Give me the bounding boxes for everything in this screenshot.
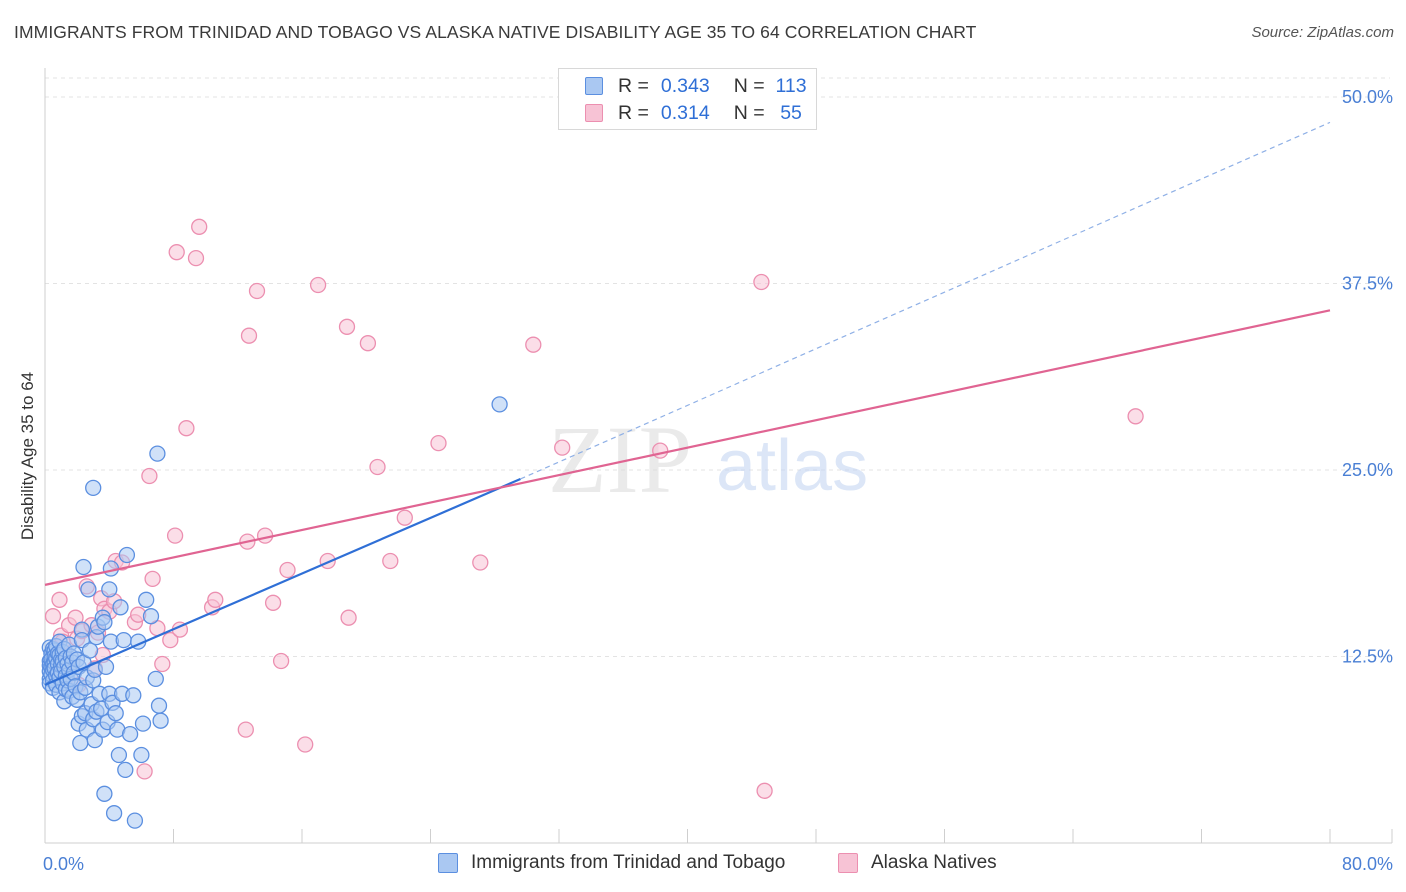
legend-r-value-trinidad: 0.343 [660, 75, 710, 97]
trend-line-alaska [44, 309, 1331, 586]
point-alaska [340, 609, 357, 626]
point-trinidad [75, 558, 92, 576]
point-trinidad [118, 546, 136, 564]
point-trinidad [134, 715, 152, 732]
point-alaska [248, 282, 266, 300]
watermark-zip: ZIP [548, 406, 692, 513]
point-alaska [554, 439, 571, 456]
point-trinidad [96, 785, 113, 802]
point-trinidad [150, 697, 168, 714]
point-alaska [166, 527, 184, 544]
point-trinidad [110, 746, 128, 764]
point-trinidad [142, 608, 160, 625]
points-layer [41, 218, 1144, 829]
x-tick-label-max: 80.0% [1342, 854, 1393, 874]
point-alaska [136, 763, 153, 780]
legend-r-label: R = [618, 75, 649, 97]
point-alaska [264, 594, 282, 611]
point-alaska [272, 652, 290, 670]
point-alaska [359, 335, 377, 352]
axes [44, 68, 1393, 844]
point-trinidad [105, 805, 123, 822]
point-alaska [256, 527, 274, 544]
legend-swatch-alaska [585, 104, 603, 122]
legend-n-label: N = [733, 102, 765, 124]
point-trinidad [107, 705, 124, 722]
trend-layer [44, 121, 1331, 686]
point-trinidad [147, 670, 164, 688]
chart-source: Source: ZipAtlas.com [1251, 24, 1394, 41]
point-trinidad [125, 687, 142, 704]
point-alaska [51, 591, 68, 608]
point-alaska [178, 420, 195, 437]
y-tick-label: 12.5% [1342, 647, 1393, 667]
point-alaska [382, 552, 399, 570]
point-alaska [472, 554, 489, 571]
point-trinidad [126, 812, 144, 829]
point-trinidad [138, 591, 155, 608]
point-alaska [309, 276, 327, 294]
point-alaska [154, 655, 171, 673]
point-alaska [279, 561, 296, 579]
gridlines [45, 77, 1390, 657]
point-alaska [525, 336, 542, 353]
point-alaska [191, 218, 208, 235]
point-alaska [44, 608, 62, 625]
point-trinidad [112, 599, 129, 616]
y-tick-label: 50.0% [1342, 87, 1393, 107]
point-alaska [141, 467, 158, 485]
point-trinidad [491, 396, 508, 413]
point-alaska [369, 458, 386, 476]
trend-line-trinidad [44, 477, 521, 686]
tick-labels: 12.5% 25.0% 37.5% 50.0% 0.0% 80.0% [43, 87, 1393, 874]
point-alaska [162, 631, 179, 649]
point-trinidad [96, 614, 113, 631]
chart-title: IMMIGRANTS FROM TRINIDAD AND TOBAGO VS A… [14, 22, 977, 42]
point-trinidad [121, 725, 139, 743]
legend-r-value-alaska: 0.314 [660, 102, 710, 124]
point-alaska [338, 318, 356, 335]
x-tick-label-min: 0.0% [43, 854, 84, 874]
point-trinidad [117, 761, 134, 779]
legend-swatch-trinidad [438, 853, 458, 873]
point-trinidad [81, 642, 99, 659]
point-alaska [237, 721, 254, 738]
legend-label-alaska: Alaska Natives [871, 852, 997, 873]
y-axis-label: Disability Age 35 to 64 [18, 372, 37, 540]
legend-r-label: R = [618, 102, 649, 124]
trend-line-trinidad-extension [520, 121, 1331, 480]
legend-swatch-alaska [838, 853, 858, 873]
point-trinidad [85, 479, 102, 497]
point-alaska [187, 249, 205, 267]
point-alaska [396, 509, 413, 526]
point-alaska [1127, 408, 1144, 425]
point-alaska [756, 782, 773, 799]
point-alaska [652, 442, 669, 459]
point-trinidad [72, 734, 89, 752]
legend-n-value-alaska: 55 [780, 102, 802, 124]
point-alaska [144, 570, 161, 588]
legend-swatch-trinidad [585, 77, 603, 95]
point-alaska [430, 434, 447, 452]
point-alaska [297, 736, 314, 753]
point-alaska [168, 244, 185, 261]
watermark-atlas: atlas [716, 426, 868, 506]
point-trinidad [152, 712, 169, 729]
point-alaska [240, 327, 258, 344]
legend-label-trinidad: Immigrants from Trinidad and Tobago [471, 852, 786, 873]
point-alaska [753, 273, 770, 291]
point-trinidad [101, 581, 118, 598]
legend-n-label: N = [733, 75, 765, 97]
point-alaska [207, 591, 224, 608]
point-trinidad [102, 560, 120, 577]
point-trinidad [149, 445, 166, 462]
y-tick-label: 25.0% [1342, 460, 1393, 480]
y-tick-label: 37.5% [1342, 274, 1393, 294]
legend-n-value-trinidad: 113 [775, 75, 807, 97]
point-trinidad [133, 746, 150, 764]
point-trinidad [80, 581, 97, 598]
legend-stats: R = 0.343 N = 113 R = 0.314 N = 55 [558, 68, 817, 130]
point-trinidad [115, 631, 132, 649]
